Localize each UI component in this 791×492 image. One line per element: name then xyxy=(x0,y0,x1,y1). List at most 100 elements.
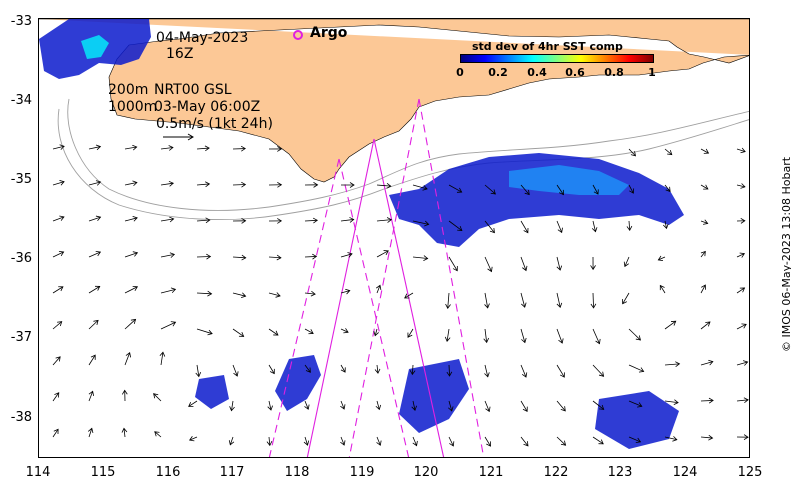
current-vector-head xyxy=(559,372,565,378)
current-vector-head xyxy=(313,182,319,188)
current-vector xyxy=(88,251,101,258)
current-vector xyxy=(124,352,131,366)
current-vector-head xyxy=(59,144,65,150)
altimeter-tracks xyxy=(268,98,485,457)
current-vector xyxy=(556,364,565,378)
current-vector-head xyxy=(557,227,563,234)
sst-patch-south-1 xyxy=(275,355,321,411)
current-vector xyxy=(736,399,749,402)
current-vector-head xyxy=(701,284,707,290)
current-vector-head xyxy=(523,441,529,447)
current-vector xyxy=(88,320,99,330)
argo-marker-icon[interactable] xyxy=(293,30,303,40)
current-vector xyxy=(700,321,711,330)
x-tick-label: 124 xyxy=(672,465,698,480)
y-tick-label: -35 xyxy=(10,172,32,187)
current-vector-head xyxy=(598,404,605,410)
current-vector xyxy=(520,184,530,195)
current-vector-head xyxy=(386,217,393,223)
sst-std-patches xyxy=(39,19,684,449)
current-vector-head xyxy=(169,216,175,223)
current-vector-head xyxy=(376,440,382,446)
current-vector-head xyxy=(59,180,65,186)
current-vector xyxy=(556,256,561,271)
current-vector-head xyxy=(228,440,235,446)
current-vector-head xyxy=(241,254,247,261)
current-vector xyxy=(556,328,563,344)
current-vector-head xyxy=(58,250,65,257)
current-vector-head xyxy=(374,368,381,374)
current-vector-head xyxy=(703,184,709,190)
current-vector xyxy=(700,148,709,154)
track-dashed-d xyxy=(418,98,485,457)
current-vector xyxy=(448,256,458,271)
current-vector-head xyxy=(700,250,706,257)
x-tick-label: 123 xyxy=(607,465,633,480)
current-vector-head xyxy=(445,303,451,310)
current-vector xyxy=(124,252,138,258)
current-vector xyxy=(628,184,634,194)
current-vector xyxy=(376,250,389,258)
date-label: 04-May-2023 xyxy=(156,30,249,46)
current-vector xyxy=(628,328,641,341)
current-vector xyxy=(592,364,604,377)
isobath-200m-label: 200m xyxy=(108,82,149,98)
current-vector-head xyxy=(95,144,102,151)
current-vector-head xyxy=(376,284,382,291)
current-vector-head xyxy=(277,218,283,224)
current-vector xyxy=(374,328,378,336)
current-vector-head xyxy=(238,331,245,337)
track-solid-a xyxy=(306,138,375,457)
current-vector xyxy=(196,183,210,186)
y-tick-label: -34 xyxy=(10,93,32,108)
current-vector xyxy=(664,148,673,155)
y-tick-label: -37 xyxy=(10,330,32,345)
current-vector-head xyxy=(740,183,746,189)
current-vector-head xyxy=(277,146,283,152)
y-tick-label: -36 xyxy=(10,251,32,266)
current-vector xyxy=(622,292,630,304)
current-vector-head xyxy=(703,148,710,154)
current-vector-head xyxy=(741,323,747,329)
current-vector xyxy=(52,181,65,186)
current-vector-head xyxy=(449,441,455,447)
current-vector-head xyxy=(312,217,318,224)
current-vector xyxy=(340,253,353,258)
current-vector-head xyxy=(446,371,453,377)
track-solid-b xyxy=(373,138,445,457)
current-vector xyxy=(160,321,176,330)
current-vector-head xyxy=(188,402,194,407)
current-vector-head xyxy=(169,252,176,258)
current-vector xyxy=(520,436,529,447)
current-vector-head xyxy=(521,337,527,344)
argo-label: Argo xyxy=(310,25,348,41)
current-vector-head xyxy=(407,332,413,338)
current-vector-head xyxy=(595,338,601,345)
current-vector-head xyxy=(743,397,749,404)
current-vector xyxy=(411,364,414,375)
current-vector xyxy=(160,352,164,366)
current-vector-head xyxy=(159,351,166,357)
current-vector xyxy=(340,400,345,410)
current-vector-head xyxy=(204,181,211,188)
current-vector xyxy=(664,363,680,366)
current-vector-head xyxy=(153,393,159,399)
current-vector-head xyxy=(240,145,246,152)
current-vector-head xyxy=(205,217,211,224)
current-vector xyxy=(340,328,349,333)
current-vector-head xyxy=(670,320,677,326)
current-vector-head xyxy=(273,330,279,336)
current-vector xyxy=(484,400,490,412)
current-vector xyxy=(340,290,350,294)
current-vector-head xyxy=(659,284,665,291)
current-vector xyxy=(484,364,489,377)
current-vector-head xyxy=(598,439,604,445)
current-vector xyxy=(124,217,138,222)
sst-patch-south-4 xyxy=(195,375,229,409)
current-vector-head xyxy=(349,182,355,188)
current-vector xyxy=(154,431,162,438)
y-tick-label: -38 xyxy=(10,410,32,425)
current-vector-head xyxy=(635,437,642,443)
x-tick-label: 118 xyxy=(284,465,310,480)
current-vector-head xyxy=(630,151,636,157)
